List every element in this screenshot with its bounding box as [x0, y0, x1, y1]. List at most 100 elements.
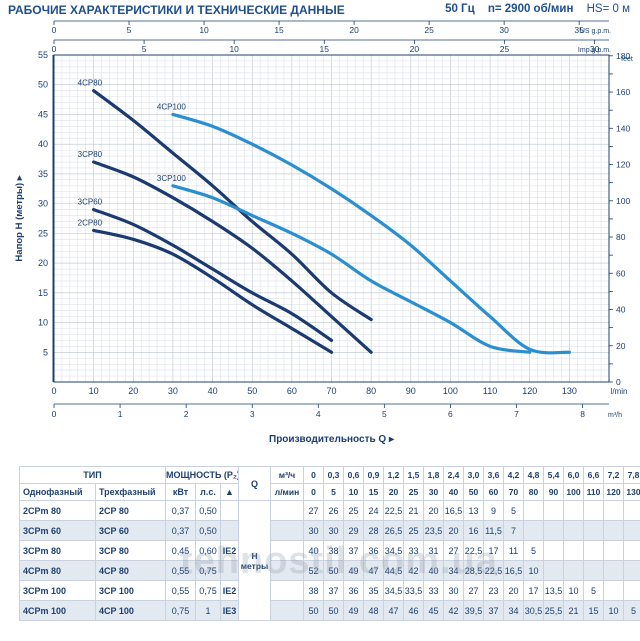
bottom-axis2-tick-label: 3 [250, 409, 255, 419]
cell-head-value [543, 500, 565, 521]
cell-head-value: 42 [403, 560, 425, 581]
cell-head-value: 34 [503, 600, 525, 621]
header-q-m3h-value: 3,6 [483, 466, 505, 484]
x-tick-label: 120 [522, 386, 537, 396]
top-axis-tick-label: 20 [349, 25, 359, 35]
cell-head-value: 39,5 [463, 600, 485, 621]
series-line-3cp60 [92, 207, 334, 342]
cell-spacer [270, 540, 305, 561]
cell-ie-class [219, 520, 240, 541]
series-line-3cp100 [171, 184, 532, 354]
cell-spacer [270, 500, 305, 521]
cell-kw: 0,45 [165, 540, 196, 561]
cell-hp: 0,50 [195, 500, 221, 521]
cell-ie-class [219, 560, 240, 581]
top-axis-tick-label: 15 [274, 25, 284, 35]
cell-three-phase: 3CP 80 [95, 540, 166, 561]
cell-three-phase: 4CP 100 [95, 600, 166, 621]
cell-hp: 0,50 [195, 520, 221, 541]
cell-three-phase: 2CP 80 [95, 500, 166, 521]
cell-head-value: 37 [323, 580, 345, 601]
series-line-4cp100 [171, 112, 571, 355]
y-tick-label: 5 [43, 347, 48, 357]
cell-head-value: 22,5 [463, 540, 485, 561]
table-row: 4CPm 100 4CP 100 0,75 1 IE3 50 50 49 48 47 46 45 42 3… [19, 600, 640, 621]
cell-head-value: 40 [423, 560, 445, 581]
cell-head-value: 23 [483, 580, 505, 601]
header-q-m3h-value: 7,2 [603, 466, 625, 484]
cell-head-value: 40 [303, 540, 325, 561]
top-axis-tick-label: 10 [199, 25, 209, 35]
header-q-m3h-value: 6,0 [563, 466, 585, 484]
top-axis-tick-label: 15 [320, 44, 330, 54]
cell-head-value: 16 [463, 520, 485, 541]
series-line-2cp80 [92, 228, 334, 354]
cell-head-value: 25 [343, 500, 365, 521]
series-label-3cp100: 3CP100 [157, 174, 186, 183]
header-specs: 50 Гц n= 2900 об/мин HS= 0 м [435, 3, 630, 15]
cell-head-value: 28,5 [463, 560, 485, 581]
cell-three-phase: 3CP 100 [95, 580, 166, 601]
cell-head-value [523, 500, 545, 521]
cell-head-value [543, 540, 565, 561]
x-tick-label: 110 [483, 386, 497, 396]
cell-head-value [583, 520, 605, 541]
cell-head-value: 42 [443, 600, 465, 621]
right-axis-tick-label: 20 [616, 341, 626, 351]
cell-head-value [603, 580, 625, 601]
cell-head-value: 29 [343, 520, 365, 541]
cell-head-value: 24 [363, 500, 385, 521]
cell-hp: 1 [195, 600, 221, 621]
header-q-lmin-value: 110 [583, 483, 605, 501]
right-axis-tick-label: 60 [616, 268, 626, 278]
cell-head-value: 38 [323, 540, 345, 561]
series-label-4cp80: 4CP80 [78, 79, 103, 88]
cell-head-value: 25,5 [543, 600, 565, 621]
top-axis-unit-label: Imp g.p.m. [578, 47, 611, 54]
cell-head-value: 37 [343, 540, 365, 561]
cell-head-value: 44,5 [383, 560, 405, 581]
cell-head-value: 17 [523, 580, 545, 601]
bottom-axis2-tick-label: 7 [514, 409, 519, 419]
header-type: ТИП [19, 466, 166, 484]
cell-head-value: 50 [303, 600, 325, 621]
header-q-m3h-value: 2,4 [443, 466, 465, 484]
x-axis-label: Производительность Q ▸ [269, 434, 395, 445]
header-q-lmin-value: 20 [383, 483, 405, 501]
header-q-lmin-value: 70 [503, 483, 525, 501]
header-power: МОЩНОСТЬ (P₂) [164, 466, 240, 484]
top-axis-tick-label: 5 [142, 44, 147, 54]
x-tick-label: 80 [366, 386, 376, 396]
cell-head-value: 33 [403, 540, 425, 561]
x-tick-label: 10 [89, 386, 99, 396]
cell-head-value [563, 520, 585, 541]
y-tick-label: 15 [38, 288, 48, 298]
header-q-m3h-value: 4,8 [523, 466, 545, 484]
header-col-0: Однофазный [19, 483, 96, 501]
header-q-lmin-value: 60 [483, 483, 505, 501]
cell-head-value: 22,5 [383, 500, 405, 521]
right-axis-tick-label: 100 [616, 196, 630, 206]
cell-head-value: 50 [323, 600, 345, 621]
cell-head-value: 10 [563, 580, 585, 601]
cell-head-value: 20 [503, 580, 525, 601]
right-axis-tick-label: 180 [616, 51, 630, 61]
cell-head-value: 47 [383, 600, 405, 621]
cell-ie-class: IE2 [219, 580, 240, 601]
cell-head-value: 17 [483, 540, 505, 561]
header-q-lmin-value: 40 [443, 483, 465, 501]
cell-head-value: 50 [323, 560, 345, 581]
cell-head-value: 49 [343, 560, 365, 581]
cell-head-value [623, 540, 640, 561]
cell-head-value: 20 [443, 520, 465, 541]
cell-head-value: 27 [463, 580, 485, 601]
y-tick-label: 40 [38, 139, 48, 149]
y-tick-label: 35 [38, 169, 48, 179]
cell-single-phase: 4CPm 100 [19, 600, 96, 621]
header-q-m3h-value: 6,6 [583, 466, 605, 484]
x-tick-label: 30 [168, 386, 178, 396]
cell-hp: 0,60 [195, 540, 221, 561]
right-axis-tick-label: 120 [616, 160, 630, 170]
table-row: 3CPm 100 3CP 100 0,55 0,75 IE2 38 37 36 35 34,5 33… [19, 580, 640, 601]
cell-head-value: 21 [403, 500, 425, 521]
